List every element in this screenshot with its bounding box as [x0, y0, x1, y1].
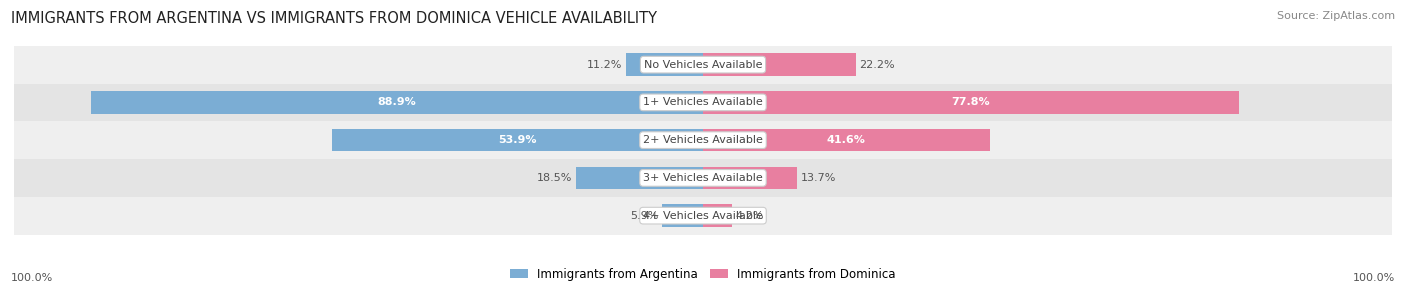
Text: 88.9%: 88.9% — [377, 98, 416, 107]
Bar — [703, 166, 797, 189]
Text: 53.9%: 53.9% — [498, 135, 537, 145]
Text: 1+ Vehicles Available: 1+ Vehicles Available — [643, 98, 763, 107]
Text: IMMIGRANTS FROM ARGENTINA VS IMMIGRANTS FROM DOMINICA VEHICLE AVAILABILITY: IMMIGRANTS FROM ARGENTINA VS IMMIGRANTS … — [11, 11, 657, 26]
Text: 77.8%: 77.8% — [952, 98, 990, 107]
Bar — [14, 197, 1392, 235]
Text: 3+ Vehicles Available: 3+ Vehicles Available — [643, 173, 763, 183]
Bar — [626, 53, 703, 76]
Bar — [703, 204, 733, 227]
Bar — [14, 46, 1392, 84]
Bar — [703, 53, 856, 76]
Text: 4.2%: 4.2% — [735, 211, 763, 221]
Bar — [14, 121, 1392, 159]
Text: 18.5%: 18.5% — [537, 173, 572, 183]
Text: 100.0%: 100.0% — [11, 273, 53, 283]
Text: 100.0%: 100.0% — [1353, 273, 1395, 283]
Bar — [90, 91, 703, 114]
Bar — [14, 84, 1392, 121]
Bar — [703, 91, 1239, 114]
Bar — [332, 129, 703, 152]
Text: No Vehicles Available: No Vehicles Available — [644, 60, 762, 69]
Text: 2+ Vehicles Available: 2+ Vehicles Available — [643, 135, 763, 145]
Bar — [14, 159, 1392, 197]
Bar — [662, 204, 703, 227]
Bar — [575, 166, 703, 189]
Text: 41.6%: 41.6% — [827, 135, 866, 145]
Text: Source: ZipAtlas.com: Source: ZipAtlas.com — [1277, 11, 1395, 21]
Text: 4+ Vehicles Available: 4+ Vehicles Available — [643, 211, 763, 221]
Bar — [703, 129, 990, 152]
Text: 13.7%: 13.7% — [801, 173, 837, 183]
Text: 11.2%: 11.2% — [588, 60, 623, 69]
Text: 22.2%: 22.2% — [859, 60, 896, 69]
Legend: Immigrants from Argentina, Immigrants from Dominica: Immigrants from Argentina, Immigrants fr… — [506, 263, 900, 285]
Text: 5.9%: 5.9% — [630, 211, 659, 221]
